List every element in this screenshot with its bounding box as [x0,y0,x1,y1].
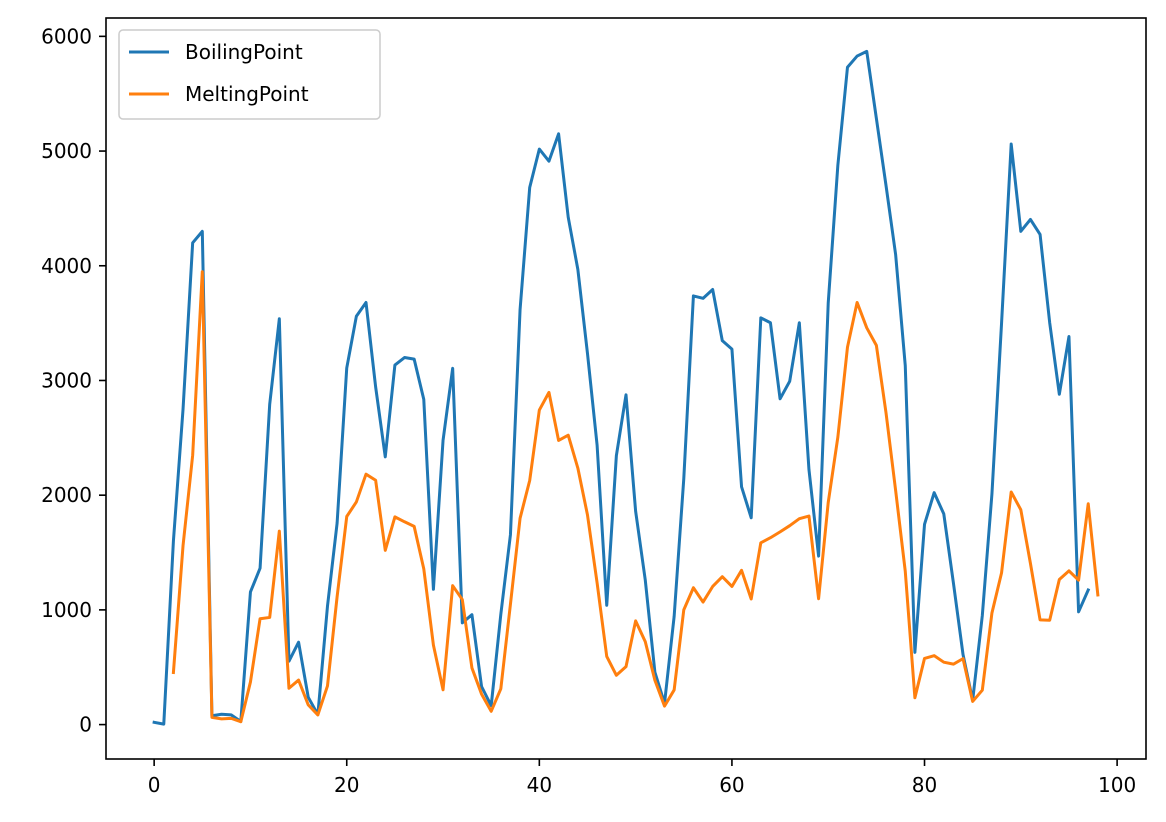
x-tick-label: 20 [334,773,359,797]
legend: BoilingPoint MeltingPoint [118,29,381,120]
x-tick-label: 80 [912,773,937,797]
y-tick-label: 5000 [41,139,92,163]
x-tick-label: 0 [148,773,161,797]
legend-box [118,29,381,120]
x-tick-label: 100 [1098,773,1136,797]
y-tick-label: 0 [79,713,92,737]
y-tick-label: 3000 [41,368,92,392]
plot-frame [105,17,1147,760]
y-tick-label: 1000 [41,598,92,622]
legend-label-boilingpoint: BoilingPoint [185,40,303,64]
y-tick-label: 6000 [41,24,92,48]
legend-label-meltingpoint: MeltingPoint [185,82,309,106]
series-line-boilingpoint [152,49,1091,726]
y-tick-label: 2000 [41,483,92,507]
y-tick-label: 4000 [41,254,92,278]
x-tick-label: 40 [527,773,552,797]
x-tick-label: 60 [719,773,744,797]
series-layer [152,49,1100,726]
series-line-meltingpoint [171,270,1100,724]
